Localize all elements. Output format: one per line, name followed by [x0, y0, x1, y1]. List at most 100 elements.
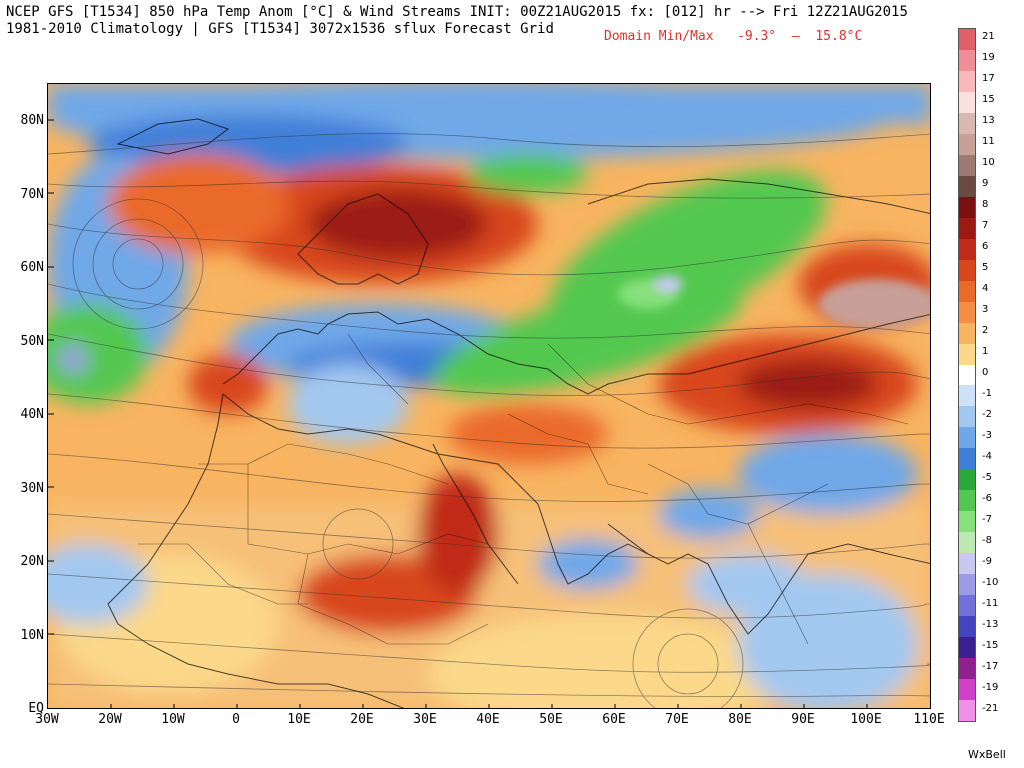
colorbar-label: 15: [982, 94, 995, 106]
coastlines: [107, 118, 930, 708]
temperature-anomaly-map: [47, 83, 931, 709]
colorbar-label: -15: [982, 639, 999, 651]
latitude-label: 20N: [20, 554, 44, 569]
colorbar-label: 9: [982, 178, 989, 190]
colorbar-label: 19: [982, 52, 995, 64]
longitude-label: 20W: [98, 712, 122, 727]
colorbar-swatch: [959, 532, 975, 554]
anomaly-field: [48, 84, 930, 708]
graticule-ticks: [48, 119, 868, 708]
colorbar-label: 0: [982, 367, 989, 378]
colorbar-swatch: [959, 217, 975, 240]
longitude-label: 10E: [287, 712, 311, 727]
wind-streamlines: [48, 133, 930, 708]
colorbar-label: -19: [982, 681, 999, 693]
longitude-label: 80E: [728, 712, 752, 727]
colorbar-label: -8: [982, 534, 992, 546]
domain-minmax: Domain Min/Max -9.3° – 15.8°C: [604, 29, 862, 44]
colorbar-swatch: [959, 322, 975, 345]
colorbar-label: -9: [982, 555, 992, 567]
colorbar-swatch: [959, 616, 975, 638]
colorbar-label: 8: [982, 199, 989, 211]
colorbar-swatch: [959, 49, 975, 72]
colorbar-label: -10: [982, 576, 999, 588]
latitude-label: 50N: [20, 334, 44, 349]
colorbar-swatch: [959, 679, 975, 701]
colorbar-label: -7: [982, 513, 992, 525]
latitude-label: 10N: [20, 628, 44, 643]
longitude-label: 10W: [161, 712, 185, 727]
colorbar-swatch: [959, 553, 975, 575]
colorbar-swatch: [959, 70, 975, 93]
colorbar-label: 11: [982, 136, 995, 148]
colorbar-swatch: [959, 427, 975, 449]
chart-title-line1: NCEP GFS [T1534] 850 hPa Temp Anom [°C] …: [6, 4, 908, 20]
colorbar-label: -5: [982, 471, 992, 483]
colorbar-label: 13: [982, 115, 995, 127]
colorbar-label: 6: [982, 241, 989, 253]
longitude-label: 90E: [791, 712, 815, 727]
colorbar-label: 5: [982, 262, 989, 274]
colorbar-label: -6: [982, 492, 992, 504]
colorbar-label: -2: [982, 408, 992, 420]
colorbar-label: 2: [982, 325, 989, 337]
domain-min-value: -9.3°: [737, 29, 777, 44]
domain-minmax-label: Domain Min/Max: [604, 29, 714, 44]
colorbar-swatch: [959, 196, 975, 219]
colorbar-label: -1: [982, 387, 992, 399]
latitude-label: EQ: [28, 701, 44, 716]
colorbar-swatch: [959, 301, 975, 324]
longitude-label: 40E: [476, 712, 500, 727]
colorbar-swatch: [959, 29, 975, 51]
longitude-label: 50E: [539, 712, 563, 727]
chart-title-line2: 1981-2010 Climatology | GFS [T1534] 3072…: [6, 21, 554, 37]
colorbar-label: 10: [982, 157, 995, 169]
colorbar-label: -3: [982, 429, 992, 441]
colorbar-swatch: [959, 637, 975, 659]
latitude-label: 70N: [20, 187, 44, 202]
colorbar: [958, 28, 976, 722]
colorbar-label: 17: [982, 73, 995, 85]
colorbar-swatch: [959, 259, 975, 282]
longitude-label: 110E: [913, 712, 945, 727]
colorbar-swatch: [959, 406, 975, 428]
colorbar-label: -21: [982, 702, 999, 714]
domain-max-value: 15.8°C: [815, 29, 863, 44]
colorbar-swatch: [959, 175, 975, 198]
colorbar-swatch: [959, 385, 975, 407]
colorbar-swatch: [959, 490, 975, 512]
colorbar-label: 4: [982, 283, 989, 295]
colorbar-swatch: [959, 112, 975, 135]
colorbar-label: -4: [982, 450, 992, 462]
colorbar-swatch: [959, 91, 975, 114]
longitude-label: 100E: [850, 712, 882, 727]
colorbar-label: -13: [982, 618, 999, 630]
colorbar-swatch: [959, 280, 975, 303]
longitude-label: 30W: [35, 712, 59, 727]
colorbar-swatch: [959, 469, 975, 491]
wxbell-logo: WxBell: [968, 748, 1006, 761]
colorbar-swatch: [959, 133, 975, 156]
colorbar-swatch: [959, 511, 975, 533]
colorbar-swatch: [959, 700, 975, 722]
latitude-label: 60N: [20, 260, 44, 275]
colorbar-swatch: [959, 448, 975, 470]
colorbar-swatch: [959, 364, 975, 386]
colorbar-label: 7: [982, 220, 989, 232]
colorbar-swatch: [959, 238, 975, 261]
colorbar-swatch: [959, 595, 975, 617]
colorbar-label: 1: [982, 346, 989, 358]
longitude-label: 30E: [413, 712, 437, 727]
longitude-label: 0: [232, 712, 240, 727]
colorbar-label: -11: [982, 597, 999, 609]
colorbar-swatch: [959, 574, 975, 596]
colorbar-swatch: [959, 343, 975, 365]
colorbar-swatch: [959, 658, 975, 680]
domain-minmax-separator: –: [791, 29, 800, 44]
longitude-label: 70E: [665, 712, 689, 727]
colorbar-label: -17: [982, 660, 999, 672]
longitude-label: 60E: [602, 712, 626, 727]
colorbar-swatch: [959, 154, 975, 177]
colorbar-label: 21: [982, 31, 995, 43]
colorbar-label: 3: [982, 304, 989, 316]
